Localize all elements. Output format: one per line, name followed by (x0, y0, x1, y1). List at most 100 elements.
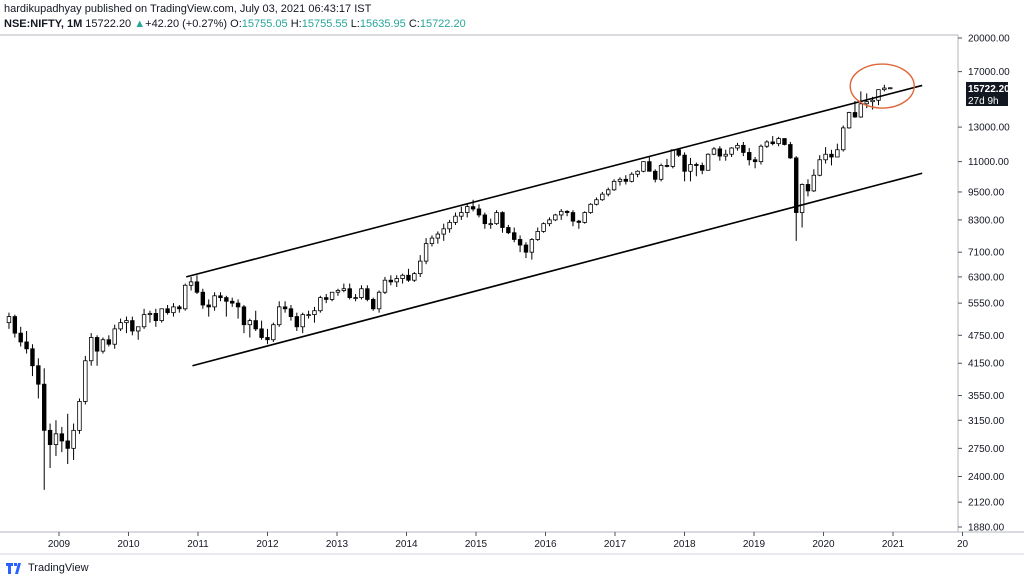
candle (341, 283, 347, 293)
candle (788, 141, 793, 159)
price-tick-label: 17000.00 (968, 67, 1010, 78)
change-value: +42.20 (+0.27%) (145, 18, 228, 30)
candle (517, 235, 523, 253)
lower-channel-line[interactable] (192, 172, 923, 367)
candle-body-down (653, 170, 658, 180)
price-tick-label: 2750.00 (968, 444, 1005, 455)
candle-body-down (130, 320, 135, 332)
candle-body-down (482, 214, 488, 225)
candle (559, 208, 564, 220)
candle-body-up (858, 103, 864, 118)
candle (506, 224, 511, 235)
candle-body-up (435, 233, 441, 239)
candle (476, 204, 482, 218)
candle-body-up (588, 203, 593, 213)
candle-body-down (523, 244, 529, 253)
candle-body-up (841, 127, 846, 151)
price-axis[interactable]: 1880.00 2120.00 2400.00 2750.00 3150.00 3550.… (958, 34, 1010, 534)
candle (523, 242, 529, 259)
candle-body-down (805, 184, 811, 192)
candle (171, 303, 176, 317)
candle-body-down (12, 316, 18, 334)
footer-brand[interactable]: TradingView (6, 562, 89, 574)
candle-body-down (682, 154, 687, 172)
price-tick-label: 2400.00 (968, 472, 1005, 483)
candle (500, 211, 505, 233)
candle-body-down (664, 165, 670, 167)
candle-body-up (89, 337, 94, 362)
footer-brand-label: TradingView (28, 562, 89, 574)
candle (94, 335, 100, 366)
candle (658, 163, 664, 182)
candle-body-up (124, 320, 129, 324)
upper-channel-line[interactable] (185, 84, 923, 278)
candle-body-down (206, 304, 211, 308)
candle-body-down (512, 232, 517, 240)
symbol-label: NSE:NIFTY, 1M (4, 18, 83, 30)
price-tick-label: 2120.00 (968, 498, 1005, 509)
candle-body-up (729, 147, 734, 155)
candle (817, 155, 822, 177)
price-tick-label: 20000.00 (968, 34, 1010, 45)
candle (617, 177, 623, 186)
candle-body-up (112, 328, 117, 345)
candle-body-down (200, 291, 206, 306)
candle-body-down (230, 300, 235, 304)
time-tick-label: 20 (957, 539, 969, 550)
candle-body-down (794, 157, 799, 213)
candle (312, 306, 317, 323)
candle-body-down (570, 212, 576, 222)
candle (647, 156, 652, 172)
highlight-ellipse[interactable] (849, 63, 915, 109)
candle-body-up (553, 214, 558, 221)
candle (200, 288, 206, 309)
candle (570, 210, 576, 227)
candle (282, 301, 288, 313)
candle-body-up (136, 326, 141, 332)
candle (253, 310, 258, 332)
candle-body-up (141, 314, 147, 328)
candle (365, 285, 370, 302)
candle-body-up (329, 291, 335, 300)
time-tick-label: 2018 (673, 539, 696, 550)
candle-body-down (235, 302, 241, 308)
candle (741, 141, 746, 157)
candle (59, 426, 65, 453)
candle-body-down (24, 341, 29, 350)
trendlines-group[interactable] (185, 84, 923, 367)
candle-body-up (559, 210, 564, 216)
candle-body-up (888, 87, 893, 90)
candle-body-up (306, 314, 311, 317)
candle-body-down (177, 306, 182, 310)
candle (300, 312, 305, 334)
candle (553, 213, 558, 222)
candle (188, 276, 194, 291)
candle (12, 314, 18, 338)
candle-body-up (147, 313, 153, 316)
time-tick-label: 2015 (465, 539, 488, 550)
candle (212, 292, 217, 311)
candle-body-up (823, 153, 828, 161)
candle (24, 331, 29, 354)
candle-body-down (265, 337, 270, 341)
price-tick-label: 4750.00 (968, 331, 1005, 342)
candle-body-down (30, 348, 35, 367)
chart-pane-border (0, 34, 1024, 555)
highlight-group[interactable] (849, 63, 915, 109)
time-axis[interactable]: 2009 2010 2011 2012 2013 2014 2015 2016 2017 2018… (48, 532, 969, 550)
candle (359, 285, 364, 300)
candle-body-up (670, 149, 676, 167)
candle-body-up (641, 161, 646, 172)
candle-body-down (506, 227, 511, 234)
candle-body-up (212, 295, 217, 308)
candle-body-up (600, 193, 605, 201)
candle-body-down (153, 313, 159, 322)
candle-body-down (282, 306, 288, 310)
time-tick-label: 2021 (882, 539, 905, 550)
candle (30, 344, 35, 377)
candle (682, 152, 687, 182)
candle-body-down (782, 138, 787, 145)
candle-body-up (453, 215, 458, 223)
candle (459, 206, 464, 220)
